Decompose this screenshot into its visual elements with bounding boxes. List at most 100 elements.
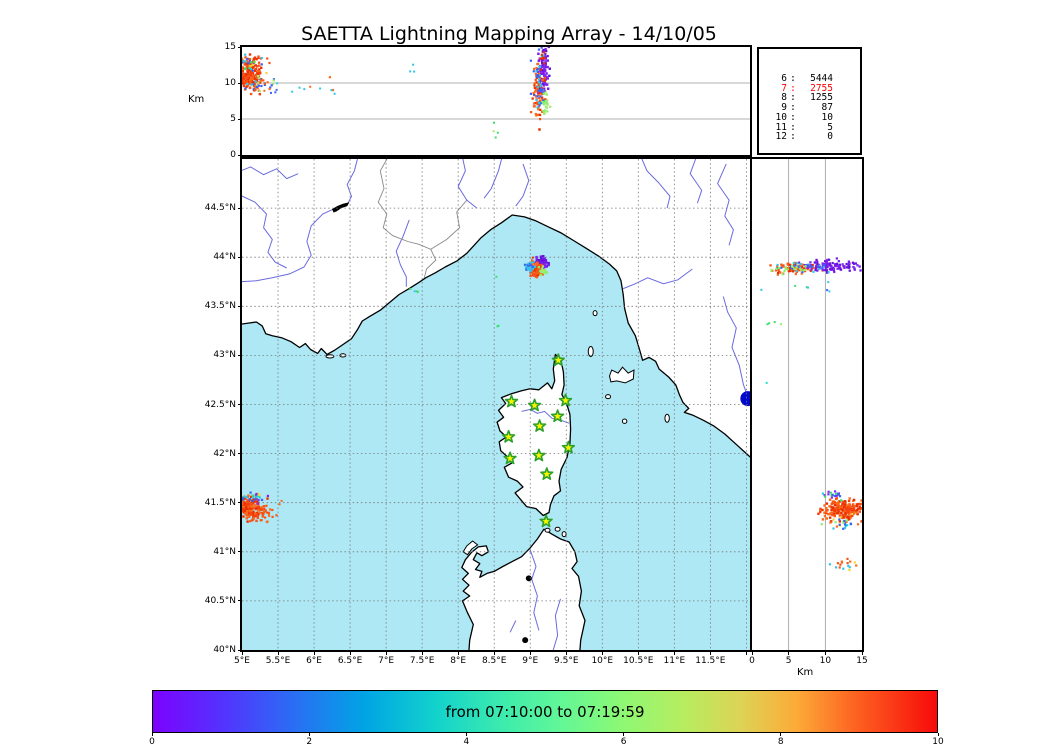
axis-tick bbox=[238, 649, 242, 651]
colorbar-tick-label: 8 bbox=[777, 737, 784, 747]
longitude-tick-label: 7°E bbox=[378, 656, 395, 666]
chart-title: SAETTA Lightning Mapping Array - 14/10/0… bbox=[301, 23, 717, 45]
station-star-marker bbox=[527, 398, 542, 412]
axis-tick bbox=[238, 207, 242, 209]
top-panel-ytick-label: 15 bbox=[224, 42, 236, 52]
colorbar-tick-label: 6 bbox=[620, 737, 627, 747]
station-star-marker bbox=[501, 429, 516, 443]
river bbox=[515, 163, 530, 207]
axis-tick bbox=[277, 651, 279, 655]
island bbox=[587, 345, 594, 357]
island bbox=[664, 413, 670, 423]
source-count: 87 bbox=[821, 102, 833, 114]
count-row: 11:5 bbox=[759, 121, 860, 133]
axis-tick bbox=[673, 651, 675, 655]
station-count: 7 bbox=[781, 82, 787, 94]
axis-tick bbox=[313, 651, 315, 655]
river bbox=[623, 268, 693, 290]
station-star-marker bbox=[558, 393, 573, 407]
top-panel-ytick-label: 10 bbox=[224, 78, 236, 88]
source-count: 5 bbox=[827, 121, 833, 133]
station-star-marker bbox=[551, 353, 565, 367]
island bbox=[544, 527, 551, 533]
source-count: 0 bbox=[827, 131, 833, 143]
colorbar-tick-label: 10 bbox=[932, 737, 944, 747]
latitude-tick-label: 43.5°N bbox=[204, 301, 236, 312]
island bbox=[608, 366, 635, 384]
latitude-tick-label: 44°N bbox=[213, 252, 236, 263]
latitude-tick-label: 42°N bbox=[213, 448, 236, 459]
axis-tick bbox=[238, 154, 242, 156]
station-count-box: 6:5444 7:2755 8:1255 9:87 10:10 11:5 12:0 bbox=[757, 47, 862, 155]
axis-tick bbox=[637, 651, 639, 655]
lake bbox=[525, 575, 532, 582]
axis-tick bbox=[457, 651, 459, 655]
axis-tick bbox=[493, 651, 495, 655]
axis-tick bbox=[937, 733, 939, 736]
station-star-marker bbox=[504, 394, 519, 408]
top-panel-ytick-label: 5 bbox=[230, 114, 236, 124]
latitude-tick-label: 41.5°N bbox=[204, 497, 236, 508]
longitude-tick-label: 11°E bbox=[663, 656, 686, 666]
count-row: 12:0 bbox=[759, 132, 860, 142]
axis-tick bbox=[238, 354, 242, 356]
longitude-tick-label: 8°E bbox=[450, 656, 467, 666]
axis-tick bbox=[238, 46, 242, 48]
longitude-tick-label: 5.5°E bbox=[265, 656, 291, 666]
count-row: 6:5444 bbox=[759, 74, 860, 84]
latitude-tick-label: 41°N bbox=[213, 546, 236, 557]
longitude-tick-label: 9.5°E bbox=[554, 656, 579, 666]
landmass bbox=[242, 159, 750, 458]
station-count: 8 bbox=[781, 92, 787, 104]
longitude-tick-label: 8.5°E bbox=[481, 656, 507, 666]
axis-tick bbox=[745, 651, 747, 655]
right-panel-xtick-label: 5 bbox=[785, 656, 792, 666]
axis-tick bbox=[565, 651, 567, 655]
station-count: 9 bbox=[781, 102, 787, 114]
latitude-tick-label: 44.5°N bbox=[204, 203, 236, 214]
map-panel bbox=[242, 159, 750, 650]
top-panel-ytick-label: 0 bbox=[230, 150, 236, 160]
colorbar-tick-label: 0 bbox=[149, 737, 155, 747]
latitude-tick-label: 42.5°N bbox=[204, 399, 236, 410]
axis-tick bbox=[623, 733, 625, 736]
longitude-tick-label: 7.5°E bbox=[409, 656, 435, 666]
axis-tick bbox=[861, 651, 863, 655]
scatter-points bbox=[760, 257, 862, 572]
island bbox=[561, 531, 567, 538]
station-count: 10 bbox=[775, 111, 787, 123]
count-row: 8:1255 bbox=[759, 93, 860, 103]
island bbox=[592, 310, 598, 317]
axis-tick bbox=[824, 651, 826, 655]
axis-tick bbox=[238, 118, 242, 120]
count-row: 9:87 bbox=[759, 103, 860, 113]
station-star-marker bbox=[532, 419, 547, 432]
river bbox=[689, 159, 703, 204]
station-star-marker bbox=[539, 514, 553, 528]
lake bbox=[740, 391, 750, 407]
axis-tick bbox=[238, 256, 242, 258]
river bbox=[509, 620, 517, 633]
axis-tick bbox=[241, 651, 243, 655]
longitude-tick-label: 10°E bbox=[591, 656, 614, 666]
country-border bbox=[377, 159, 437, 278]
river bbox=[242, 159, 358, 283]
source-count: 10 bbox=[821, 111, 833, 123]
source-count: 2755 bbox=[810, 82, 833, 94]
longitude-tick-label: 9°E bbox=[522, 656, 539, 666]
station-star-marker bbox=[550, 409, 565, 423]
lake bbox=[332, 202, 350, 213]
latitude-tick-label: 40°N bbox=[213, 645, 236, 655]
axis-tick bbox=[238, 453, 242, 455]
scatter-points bbox=[242, 47, 552, 139]
axis-tick bbox=[601, 651, 603, 655]
longitude-tick-label: 10.5°E bbox=[623, 656, 654, 666]
longitude-tick-label: 6°E bbox=[306, 656, 323, 666]
right-panel-xtick-label: 0 bbox=[749, 656, 755, 666]
axis-tick bbox=[238, 305, 242, 307]
axis-tick bbox=[238, 82, 242, 84]
axis-tick bbox=[349, 651, 351, 655]
landmass bbox=[496, 353, 572, 517]
longitude-tick-label: 11.5°E bbox=[695, 656, 726, 666]
